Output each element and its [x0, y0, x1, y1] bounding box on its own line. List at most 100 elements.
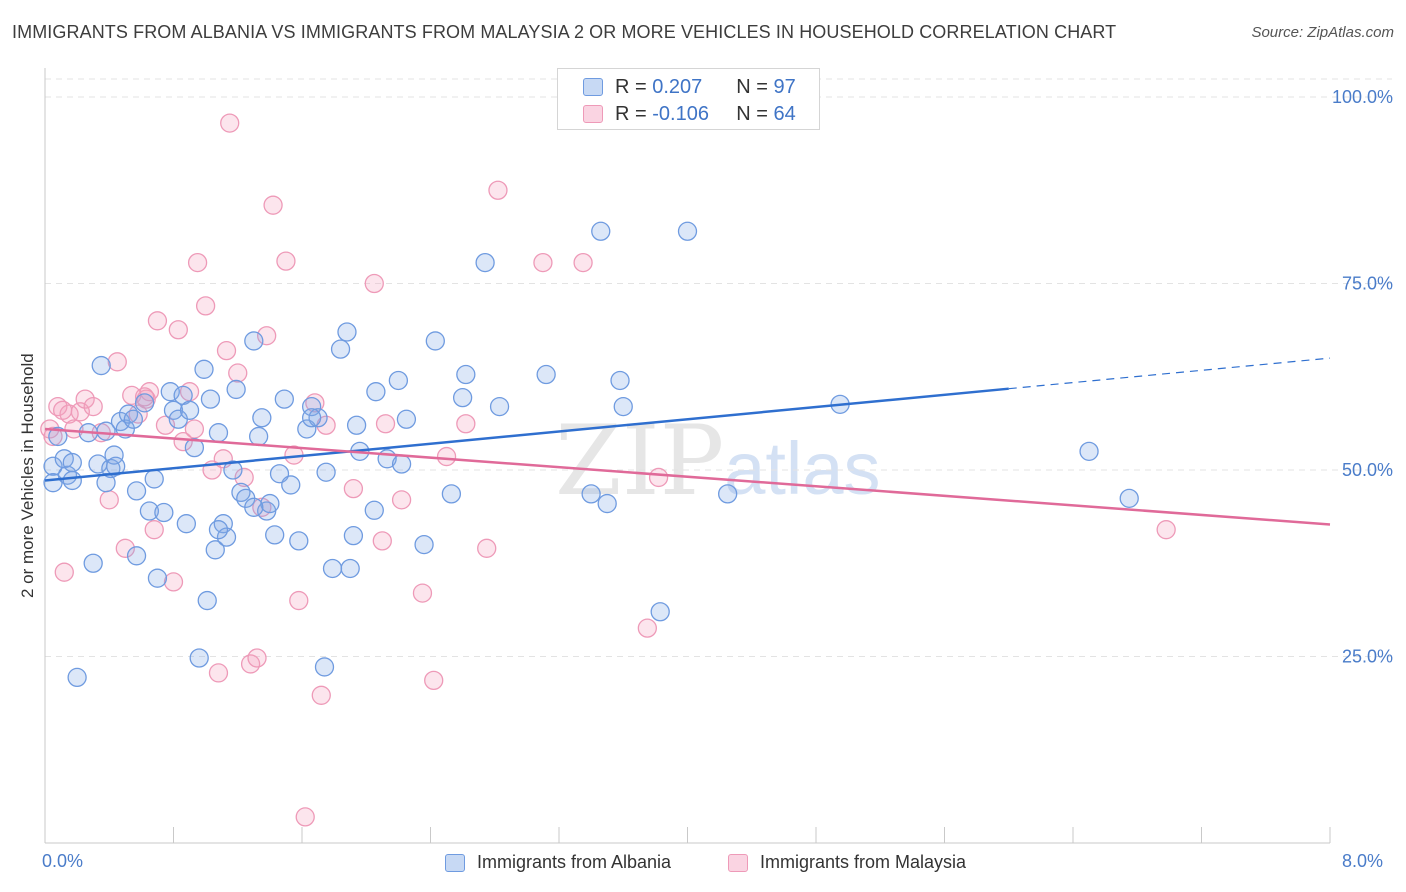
albania-point — [48, 426, 68, 447]
albania-point — [139, 501, 160, 521]
albania-point — [452, 387, 473, 408]
axes — [44, 68, 1331, 844]
malaysia-point — [424, 670, 444, 691]
malaysia-point — [276, 251, 296, 271]
albania-trend-line — [44, 387, 1009, 482]
bottom-malaysia-label: Immigrants from Malaysia — [760, 852, 967, 872]
malaysia-r-label: R = — [615, 102, 647, 125]
malaysia-point — [343, 478, 364, 499]
x-tick-label-max: 8.0% — [1342, 851, 1384, 871]
malaysia-point — [168, 320, 188, 340]
bottom-malaysia-swatch — [728, 853, 748, 872]
albania-point — [316, 462, 336, 482]
legend-row-albania: R = 0.207 N = 97 — [583, 75, 796, 99]
malaysia-point — [173, 432, 193, 452]
albania-point — [244, 331, 264, 351]
albania-point — [366, 382, 386, 402]
malaysia-point — [75, 389, 95, 409]
malaysia-point — [305, 393, 325, 413]
albania-point — [126, 481, 147, 501]
albania-point — [216, 527, 237, 547]
albania-point — [301, 396, 322, 417]
albania-point — [337, 322, 357, 342]
malaysia-point — [184, 419, 205, 439]
bottom-legend-albania: Immigrants from Albania — [445, 852, 671, 873]
trend-lines — [44, 357, 1331, 526]
albania-point — [205, 540, 225, 560]
malaysia-point — [412, 583, 433, 603]
albania-swatch — [583, 78, 603, 96]
albania-point — [1079, 441, 1099, 462]
albania-n-label: N = — [736, 75, 768, 98]
albania-point — [163, 400, 184, 420]
malaysia-point — [115, 538, 135, 558]
albania-point — [62, 470, 82, 491]
malaysia-point — [107, 352, 127, 372]
albania-point — [223, 460, 243, 480]
albania-point — [396, 409, 417, 429]
malaysia-point — [391, 490, 412, 510]
albania-point — [536, 364, 556, 385]
malaysia-point — [220, 113, 240, 133]
malaysia-n-value: 64 — [773, 102, 796, 125]
albania-point — [475, 252, 495, 273]
malaysia-point — [289, 590, 309, 611]
malaysia-point — [53, 400, 73, 420]
albania-point — [581, 484, 601, 504]
malaysia-point — [295, 807, 315, 827]
malaysia-point — [477, 538, 497, 558]
malaysia-point — [1156, 520, 1176, 540]
malaysia-point — [488, 180, 508, 200]
albania-point — [388, 370, 409, 391]
albania-point — [43, 456, 63, 476]
malaysia-point — [54, 562, 74, 582]
albania-r-label: R = — [615, 75, 647, 98]
albania-point — [314, 657, 335, 677]
bottom-albania-label: Immigrants from Albania — [477, 852, 672, 872]
albania-point — [301, 408, 322, 428]
legend-row-malaysia: R = -0.106 N = 64 — [583, 102, 796, 126]
malaysia-swatch — [583, 105, 603, 123]
albania-point — [650, 602, 670, 622]
albania-point — [226, 379, 246, 400]
malaysia-point — [163, 572, 184, 592]
albania-point — [340, 558, 360, 579]
albania-point — [1119, 488, 1139, 508]
malaysia-point — [247, 648, 267, 668]
albania-point — [208, 423, 229, 443]
albania-point — [677, 221, 698, 241]
albania-point — [83, 553, 103, 573]
albania-r-value: 0.207 — [652, 75, 703, 98]
albania-point — [134, 393, 155, 413]
albania-point — [106, 456, 126, 476]
malaysia-point — [144, 520, 164, 540]
albania-point — [184, 437, 205, 458]
albania-point — [391, 454, 412, 474]
albania-point — [441, 484, 462, 504]
albania-point — [610, 370, 630, 391]
y-tick-label: 75.0% — [1342, 274, 1393, 294]
albania-point — [176, 514, 197, 534]
albania-point — [144, 469, 164, 489]
malaysia-trend-line — [44, 427, 1331, 526]
malaysia-point — [147, 311, 168, 331]
y-tick-labels: 25.0% 50.0% 75.0% 100.0% — [1332, 87, 1393, 667]
albania-point — [252, 408, 272, 428]
malaysia-point — [234, 467, 254, 488]
malaysia-point — [456, 414, 476, 434]
y-tick-label: 50.0% — [1342, 460, 1393, 480]
malaysia-point — [648, 467, 669, 488]
malaysia-point — [43, 426, 63, 447]
albania-point — [265, 525, 285, 545]
albania-point — [343, 525, 364, 546]
chart-title: IMMIGRANTS FROM ALBANIA VS IMMIGRANTS FR… — [12, 22, 1117, 42]
malaysia-point — [195, 296, 216, 316]
malaysia-r-value: -0.106 — [652, 102, 709, 125]
malaysia-point — [187, 252, 208, 273]
malaysia-point — [64, 419, 84, 439]
malaysia-point — [436, 446, 457, 467]
malaysia-point — [208, 663, 229, 683]
malaysia-point — [216, 340, 237, 361]
albania-point — [96, 421, 116, 441]
malaysia-point — [134, 387, 155, 407]
